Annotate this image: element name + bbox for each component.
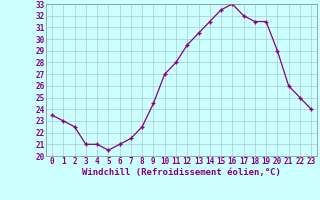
X-axis label: Windchill (Refroidissement éolien,°C): Windchill (Refroidissement éolien,°C) xyxy=(82,168,281,177)
